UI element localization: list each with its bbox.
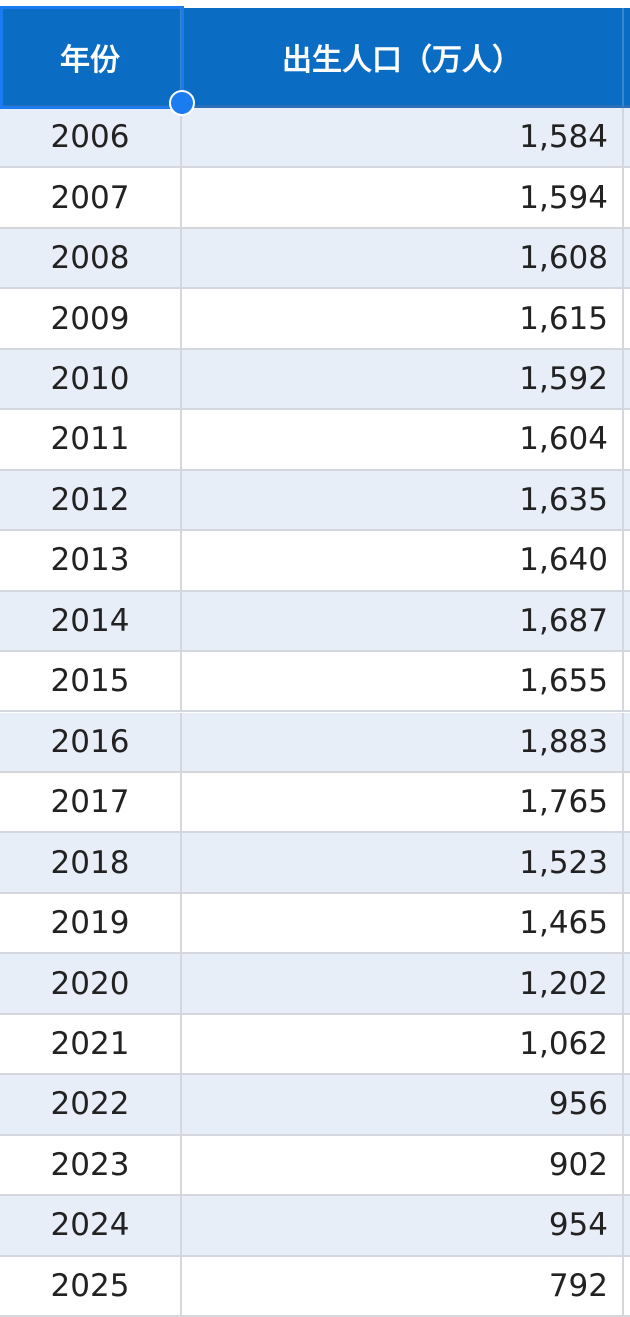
empty-cell[interactable]: [624, 289, 630, 350]
empty-cell[interactable]: [624, 1257, 630, 1317]
value-cell[interactable]: 1,062: [182, 1014, 624, 1076]
year-cell[interactable]: 2019: [0, 893, 182, 955]
value-cell[interactable]: 902: [182, 1135, 624, 1197]
year-cell[interactable]: 2015: [0, 652, 182, 713]
year-cell[interactable]: 2022: [0, 1075, 182, 1136]
empty-cell[interactable]: [624, 228, 630, 290]
empty-cell[interactable]: [624, 712, 630, 773]
year-cell[interactable]: 2008: [0, 228, 182, 290]
empty-cell[interactable]: [624, 894, 630, 955]
header-cell[interactable]: 年份: [0, 8, 182, 108]
empty-cell[interactable]: [624, 410, 630, 471]
year-cell[interactable]: 2009: [0, 289, 182, 350]
value-cell[interactable]: 1,687: [182, 591, 624, 653]
empty-cell[interactable]: [624, 1015, 630, 1076]
year-cell[interactable]: 2016: [0, 712, 182, 773]
empty-cell[interactable]: [624, 591, 630, 653]
year-cell[interactable]: 2018: [0, 833, 182, 894]
value-cell[interactable]: 1,604: [182, 410, 624, 471]
empty-cell[interactable]: [624, 652, 630, 713]
year-cell[interactable]: 2013: [0, 531, 182, 592]
empty-cell[interactable]: [624, 349, 630, 411]
value-cell[interactable]: 1,640: [182, 531, 624, 592]
year-cell[interactable]: 2021: [0, 1014, 182, 1076]
empty-cell[interactable]: [624, 108, 630, 169]
empty-cell[interactable]: [624, 531, 630, 592]
year-cell[interactable]: 2012: [0, 470, 182, 532]
value-cell[interactable]: 1,883: [182, 712, 624, 773]
year-cell[interactable]: 2017: [0, 772, 182, 834]
year-cell[interactable]: 2025: [0, 1256, 182, 1317]
empty-cell[interactable]: [624, 833, 630, 894]
empty-cell[interactable]: [624, 1196, 630, 1257]
year-cell[interactable]: 2014: [0, 591, 182, 653]
empty-cell[interactable]: [624, 470, 630, 532]
year-cell[interactable]: 2010: [0, 349, 182, 411]
empty-cell[interactable]: [624, 954, 630, 1015]
value-cell[interactable]: 792: [182, 1256, 624, 1317]
header-cell[interactable]: 出生人口（万人）: [182, 8, 624, 108]
value-cell[interactable]: 1,655: [182, 652, 624, 713]
value-cell[interactable]: 1,615: [182, 289, 624, 350]
empty-cell[interactable]: [624, 1075, 630, 1136]
value-cell[interactable]: 1,594: [182, 168, 624, 229]
year-cell[interactable]: 2020: [0, 954, 182, 1015]
empty-cell[interactable]: [624, 1136, 630, 1197]
value-cell[interactable]: 1,765: [182, 772, 624, 834]
value-cell[interactable]: 1,584: [182, 108, 624, 169]
value-cell[interactable]: 1,202: [182, 954, 624, 1015]
value-cell[interactable]: 1,523: [182, 833, 624, 894]
value-cell[interactable]: 956: [182, 1075, 624, 1136]
year-cell[interactable]: 2011: [0, 410, 182, 471]
value-cell[interactable]: 1,608: [182, 228, 624, 290]
value-cell[interactable]: 954: [182, 1196, 624, 1257]
empty-cell[interactable]: [624, 168, 630, 229]
value-cell[interactable]: 1,465: [182, 893, 624, 955]
year-cell[interactable]: 2024: [0, 1196, 182, 1257]
header-cell[interactable]: [624, 8, 630, 108]
value-cell[interactable]: 1,635: [182, 470, 624, 532]
empty-cell[interactable]: [624, 773, 630, 834]
value-cell[interactable]: 1,592: [182, 349, 624, 411]
selection-handle[interactable]: [169, 90, 195, 116]
year-cell[interactable]: 2006: [0, 108, 182, 169]
year-cell[interactable]: 2007: [0, 168, 182, 229]
year-cell[interactable]: 2023: [0, 1135, 182, 1197]
